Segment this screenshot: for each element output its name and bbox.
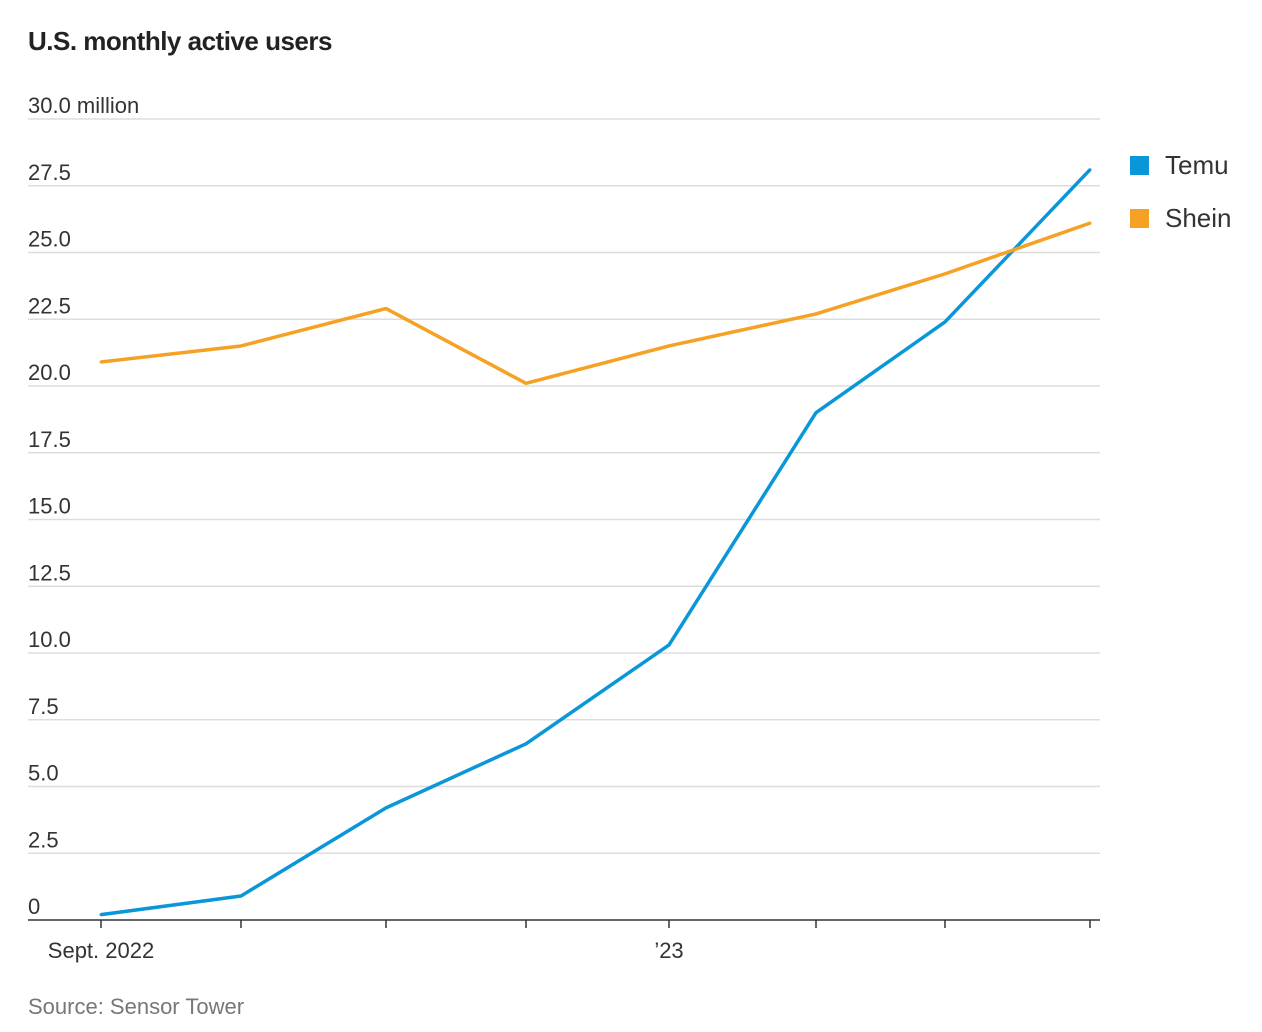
data-point-temu bbox=[667, 643, 671, 647]
data-point-shein bbox=[814, 312, 818, 316]
y-tick-label: 20.0 bbox=[28, 360, 71, 385]
series-line-shein bbox=[100, 221, 1091, 386]
legend-label-temu: Temu bbox=[1165, 150, 1229, 180]
legend-item-shein: Shein bbox=[1130, 203, 1232, 234]
data-point-temu bbox=[814, 411, 818, 415]
y-tick-label: 25.0 bbox=[28, 227, 71, 252]
y-tick-label: 15.0 bbox=[28, 494, 71, 519]
chart-title: U.S. monthly active users bbox=[28, 26, 332, 56]
data-point-temu bbox=[943, 320, 947, 324]
y-tick-label: 17.5 bbox=[28, 427, 71, 452]
data-point-temu bbox=[384, 806, 388, 810]
data-point-temu bbox=[1088, 168, 1092, 172]
data-point-shein bbox=[1088, 221, 1092, 225]
y-tick-label: 0 bbox=[28, 894, 40, 919]
y-tick-label: 2.5 bbox=[28, 827, 59, 852]
data-point-temu bbox=[239, 894, 243, 898]
x-tick-label: ’23 bbox=[654, 938, 683, 963]
y-tick-label: 5.0 bbox=[28, 761, 59, 786]
legend-label-shein: Shein bbox=[1165, 203, 1232, 233]
y-tick-label: 12.5 bbox=[28, 560, 71, 585]
legend-item-temu: Temu bbox=[1130, 150, 1229, 181]
x-tick-label: Sept. 2022 bbox=[48, 938, 154, 963]
data-point-shein bbox=[239, 344, 243, 348]
y-tick-label: 27.5 bbox=[28, 160, 71, 185]
series-line-temu bbox=[100, 168, 1092, 917]
source-note: Source: Sensor Tower bbox=[28, 994, 245, 1019]
y-tick-label: 30.0 million bbox=[28, 93, 139, 118]
y-tick-label: 7.5 bbox=[28, 694, 59, 719]
y-tick-label: 22.5 bbox=[28, 293, 71, 318]
y-tick-label: 10.0 bbox=[28, 627, 71, 652]
data-point-shein bbox=[384, 307, 388, 311]
data-point-shein bbox=[99, 360, 103, 364]
data-point-shein bbox=[667, 344, 671, 348]
legend-swatch-temu bbox=[1130, 156, 1149, 175]
data-point-shein bbox=[943, 272, 947, 276]
data-point-shein bbox=[524, 381, 528, 385]
data-point-temu bbox=[99, 913, 103, 917]
data-point-temu bbox=[524, 742, 528, 746]
legend-swatch-shein bbox=[1130, 209, 1149, 228]
